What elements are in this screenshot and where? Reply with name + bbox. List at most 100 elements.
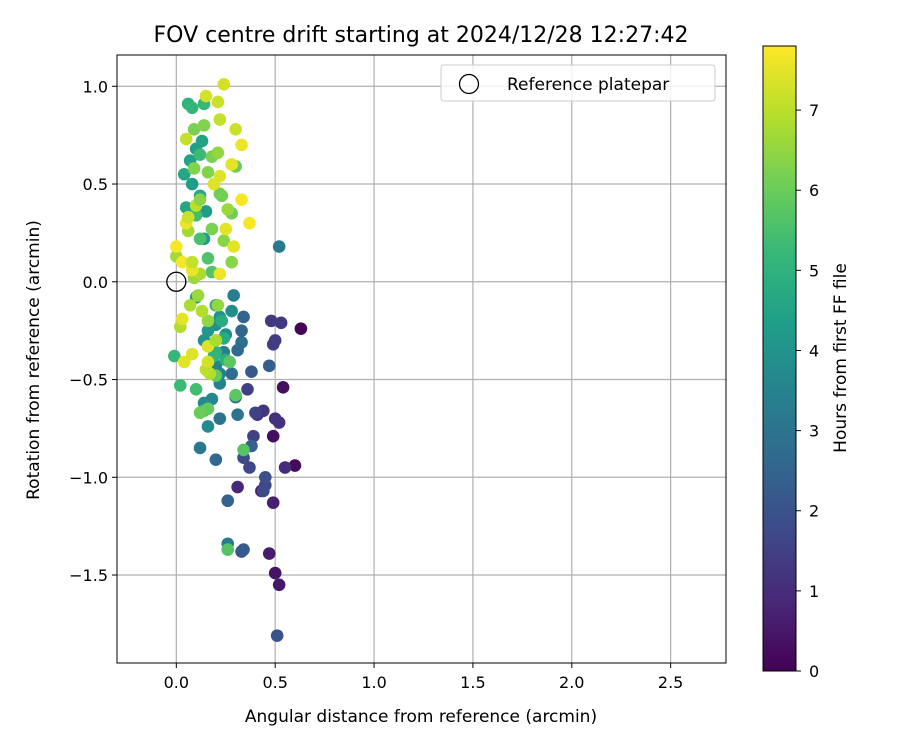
x-tick-label: 2.0 — [559, 673, 584, 692]
data-point — [193, 441, 207, 455]
data-point — [227, 240, 240, 253]
data-point — [221, 543, 235, 556]
data-point — [185, 255, 199, 269]
data-point — [189, 383, 203, 396]
y-tick-label: −1.5 — [69, 566, 108, 585]
x-tick-label: 0.5 — [262, 673, 287, 692]
colorbar: 0 1 2 3 4 5 6 7 Hours from first FF file — [762, 45, 851, 681]
data-point — [177, 355, 191, 369]
data-point — [183, 298, 197, 312]
data-point — [231, 408, 244, 422]
data-point — [173, 379, 187, 392]
data-point — [187, 122, 201, 136]
x-axis-label: Angular distance from reference (arcmin) — [245, 707, 597, 727]
data-point — [213, 113, 227, 126]
data-point — [229, 388, 242, 402]
data-point — [257, 484, 270, 498]
data-point — [262, 547, 276, 560]
data-point — [243, 216, 256, 230]
data-point — [219, 222, 233, 236]
data-point — [266, 429, 280, 443]
data-point — [243, 461, 256, 474]
data-point — [170, 240, 183, 253]
y-axis-ticks: 1.0 0.5 0.0 −0.5 −1.0 −1.5 — [69, 77, 117, 585]
data-point — [179, 201, 193, 214]
colorbar-tick-label: 0 — [809, 662, 819, 681]
data-point — [191, 289, 205, 302]
data-point — [187, 162, 201, 175]
data-point — [268, 334, 282, 347]
legend-box — [440, 64, 716, 102]
colorbar-tick-label: 7 — [809, 101, 819, 120]
data-point — [276, 381, 290, 394]
data-point — [221, 203, 235, 216]
data-point — [266, 496, 280, 509]
data-point — [201, 252, 215, 265]
data-point — [241, 383, 254, 396]
colorbar-gradient — [762, 45, 797, 672]
data-point — [225, 255, 238, 269]
data-point — [288, 459, 302, 472]
data-point — [211, 146, 225, 160]
y-tick-label: 1.0 — [83, 77, 108, 96]
data-point — [185, 101, 199, 115]
data-point — [249, 406, 262, 420]
data-point — [274, 316, 288, 330]
data-point — [197, 119, 211, 132]
data-point — [227, 289, 240, 302]
colorbar-tick-label: 6 — [809, 181, 819, 200]
reference-platepar-marker — [166, 271, 187, 292]
colorbar-tick-label: 2 — [809, 502, 819, 521]
data-point — [181, 210, 195, 224]
data-point — [247, 429, 260, 443]
data-point — [272, 240, 286, 253]
data-point — [294, 322, 308, 335]
data-point — [205, 222, 219, 236]
data-point — [235, 193, 248, 206]
y-tick-label: 0.5 — [83, 175, 108, 194]
data-point — [179, 132, 193, 146]
legend-entry-reference: Reference platepar — [507, 75, 669, 95]
data-point — [175, 255, 189, 269]
data-point — [209, 334, 223, 347]
data-point — [237, 543, 250, 556]
data-point — [217, 234, 231, 248]
data-point — [195, 304, 209, 318]
x-axis-ticks: 0.0 0.5 1.0 1.5 2.0 2.5 — [164, 663, 683, 692]
x-tick-label: 1.0 — [361, 673, 386, 692]
data-point — [213, 412, 227, 425]
data-point — [201, 324, 215, 337]
data-point — [211, 298, 225, 312]
data-point — [272, 416, 286, 429]
colorbar-tick-label: 1 — [809, 582, 819, 601]
chart-title: FOV centre drift starting at 2024/12/28 … — [154, 23, 689, 48]
y-tick-label: −0.5 — [69, 371, 108, 390]
data-point — [235, 336, 248, 349]
data-point — [221, 494, 235, 508]
data-point — [193, 406, 207, 420]
data-point — [199, 205, 213, 218]
data-point — [201, 420, 215, 433]
data-point — [193, 193, 207, 206]
data-point — [199, 89, 213, 103]
data-point — [215, 314, 229, 328]
data-point — [272, 578, 286, 592]
colorbar-tick-label: 3 — [809, 422, 819, 441]
colorbar-ticks: 0 1 2 3 4 5 6 7 — [796, 101, 819, 681]
data-points — [166, 78, 308, 642]
data-point — [268, 566, 282, 580]
data-point — [225, 158, 238, 171]
data-point — [225, 367, 238, 380]
data-point — [185, 177, 199, 191]
x-tick-label: 2.5 — [658, 673, 683, 692]
data-point — [231, 480, 244, 494]
data-point — [235, 138, 248, 152]
y-tick-label: −1.0 — [69, 468, 108, 487]
data-point — [245, 365, 258, 379]
data-point — [201, 165, 215, 179]
data-point — [237, 310, 250, 324]
data-point — [262, 359, 276, 373]
y-tick-label: 0.0 — [83, 273, 108, 292]
data-point — [215, 189, 229, 203]
